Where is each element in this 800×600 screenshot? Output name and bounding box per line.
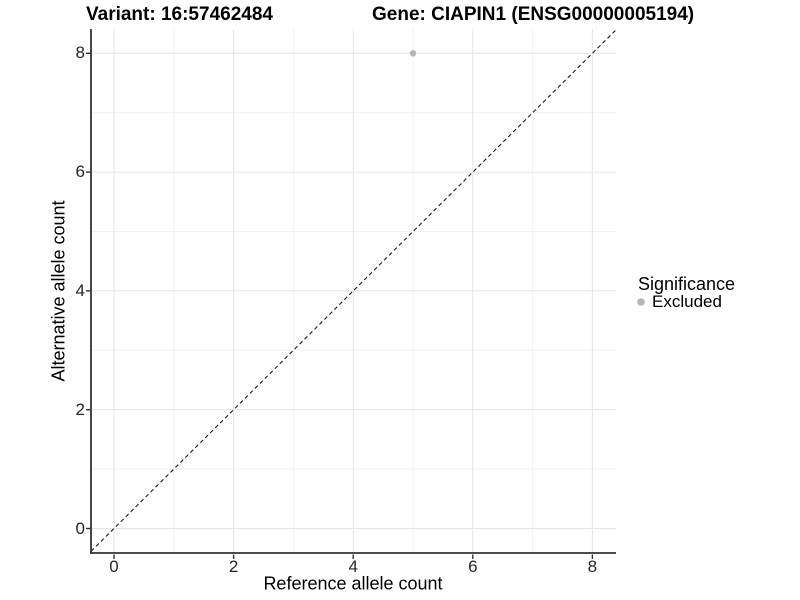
legend-item-label: Excluded — [652, 292, 722, 311]
x-tick-label-0: 0 — [109, 557, 119, 576]
y-tick-label-0: 0 — [75, 518, 85, 538]
x-tick-label-8: 8 — [587, 557, 598, 576]
y-tick-label-8: 8 — [75, 43, 85, 63]
legend-key-dot-icon — [637, 298, 645, 306]
axis-lines — [90, 29, 616, 554]
y-tick-label-4: 4 — [75, 280, 85, 300]
plot-title-gene: Gene: CIAPIN1 (ENSG00000005194) — [372, 4, 695, 25]
legend-dot-excluded — [637, 298, 645, 306]
x-tick-label-6: 6 — [468, 557, 478, 576]
legend-title: Significance — [638, 274, 736, 294]
y-axis-ticks — [86, 52, 91, 530]
data-point-excluded — [409, 50, 417, 57]
plot-title-variant: Variant: 16:57462484 — [86, 4, 273, 25]
gridlines-y-major — [91, 52, 616, 529]
y-tick-label-6: 6 — [75, 162, 85, 182]
x-axis-title: Reference allele count — [263, 573, 443, 594]
y-axis-title: Alternative allele count — [48, 200, 69, 382]
legend-item-excluded: Excluded — [635, 292, 722, 312]
x-axis-ticks — [113, 554, 594, 559]
y-tick-label-2: 2 — [75, 399, 85, 419]
x-tick-label-2: 2 — [228, 557, 239, 576]
x-tick-label-4: 4 — [348, 557, 358, 576]
identity-reference-line — [90, 29, 617, 552]
